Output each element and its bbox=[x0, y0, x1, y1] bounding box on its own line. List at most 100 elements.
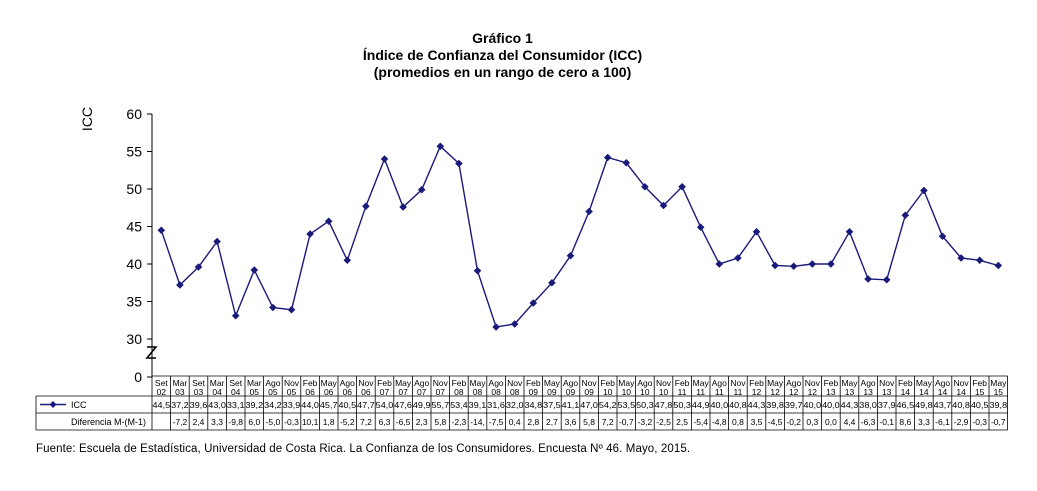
x-tick-label-month: Ago bbox=[786, 378, 801, 388]
x-tick-label-year: 04 bbox=[231, 387, 241, 397]
x-tick-label-month: May bbox=[916, 378, 933, 388]
diff-value: 5,8 bbox=[583, 417, 595, 427]
x-tick-label-month: May bbox=[767, 378, 784, 388]
data-label: 32,0 bbox=[506, 400, 524, 410]
icc-point bbox=[696, 223, 705, 232]
x-tick-label-year: 15 bbox=[975, 387, 985, 397]
x-tick-label-month: Ago bbox=[489, 378, 504, 388]
x-tick-label-month: Set bbox=[229, 378, 242, 388]
diff-value: -14, bbox=[470, 417, 485, 427]
x-tick-label-month: May bbox=[618, 378, 635, 388]
data-label: 49,8 bbox=[915, 400, 933, 410]
data-label: 39,1 bbox=[469, 400, 487, 410]
x-tick-label-month: May bbox=[841, 378, 858, 388]
data-label: 34,8 bbox=[525, 400, 543, 410]
icc-point bbox=[250, 266, 259, 274]
icc-point bbox=[399, 203, 407, 211]
diff-value: 5,8 bbox=[434, 417, 446, 427]
data-label: 39,8 bbox=[766, 400, 784, 410]
diff-value: -0,7 bbox=[619, 417, 634, 427]
x-tick-label-month: May bbox=[395, 378, 412, 388]
data-label: 47,0 bbox=[580, 400, 598, 410]
diff-value: 3,6 bbox=[565, 417, 577, 427]
x-tick-label-year: 05 bbox=[268, 387, 278, 397]
x-tick-label-month: Feb bbox=[526, 378, 541, 388]
y-tick-label: 35 bbox=[126, 294, 142, 310]
y-axis-label: ICC bbox=[79, 107, 95, 131]
y-tick-label: 50 bbox=[126, 181, 142, 197]
icc-point bbox=[641, 182, 649, 191]
data-label: 44,3 bbox=[841, 400, 859, 410]
icc-point bbox=[436, 142, 445, 151]
data-label: 37,2 bbox=[171, 400, 189, 410]
y-tick-label: 30 bbox=[126, 331, 142, 347]
icc-point bbox=[231, 311, 240, 320]
diff-value: 0,0 bbox=[825, 417, 837, 427]
diff-value: -2,9 bbox=[954, 417, 969, 427]
x-tick-label-year: 06 bbox=[305, 387, 315, 397]
data-label: 40,0 bbox=[711, 400, 729, 410]
diff-value: -7,5 bbox=[489, 417, 504, 427]
x-tick-label-year: 12 bbox=[770, 387, 780, 397]
data-label: 44,3 bbox=[748, 400, 766, 410]
x-tick-label-year: 11 bbox=[678, 387, 687, 397]
diff-value: 2,4 bbox=[193, 417, 205, 427]
diff-value: 2,8 bbox=[527, 417, 539, 427]
diff-row-label: Diferencia M-(M-1) bbox=[71, 417, 146, 427]
data-label: 44,5 bbox=[153, 400, 171, 410]
axis-break-icon bbox=[145, 346, 158, 359]
icc-point bbox=[529, 299, 538, 307]
x-tick-label-year: 08 bbox=[473, 387, 483, 397]
x-tick-label-year: 09 bbox=[547, 387, 557, 397]
diff-value: -0,3 bbox=[284, 417, 299, 427]
x-tick-label-month: Nov bbox=[656, 378, 672, 388]
x-tick-label-month: Ago bbox=[340, 378, 355, 388]
x-tick-label-year: 10 bbox=[659, 387, 669, 397]
x-tick-label-year: 07 bbox=[436, 387, 446, 397]
x-tick-label-month: Nov bbox=[433, 378, 449, 388]
x-tick-label-year: 06 bbox=[324, 387, 334, 397]
data-label: 54,2 bbox=[599, 400, 617, 410]
data-label: 39,6 bbox=[190, 400, 208, 410]
x-tick-label-month: Set bbox=[192, 378, 205, 388]
diff-value: -0,1 bbox=[879, 417, 894, 427]
x-tick-label-year: 09 bbox=[566, 387, 576, 397]
x-tick-label-year: 02 bbox=[157, 387, 167, 397]
icc-point bbox=[920, 186, 928, 195]
x-tick-label-month: Feb bbox=[972, 378, 987, 388]
icc-point bbox=[548, 278, 556, 287]
x-tick-label-year: 07 bbox=[398, 387, 408, 397]
diff-value: 2,7 bbox=[546, 417, 558, 427]
data-label: 49,9 bbox=[413, 400, 431, 410]
x-tick-label-month: Nov bbox=[879, 378, 895, 388]
x-tick-label-month: Feb bbox=[377, 378, 392, 388]
x-tick-label-year: 08 bbox=[454, 387, 464, 397]
diff-value: 1,8 bbox=[323, 417, 335, 427]
x-tick-label-month: Feb bbox=[749, 378, 764, 388]
data-label: 47,6 bbox=[394, 400, 412, 410]
x-tick-label-year: 10 bbox=[640, 387, 650, 397]
x-tick-label-year: 11 bbox=[696, 387, 705, 397]
x-tick-label-year: 12 bbox=[808, 387, 818, 397]
icc-point bbox=[603, 153, 612, 162]
data-label: 55,7 bbox=[432, 400, 450, 410]
icc-point bbox=[789, 262, 798, 271]
x-tick-label-month: Mar bbox=[247, 378, 262, 388]
diff-value: -2,5 bbox=[656, 417, 671, 427]
icc-point bbox=[492, 323, 500, 331]
x-tick-label-year: 15 bbox=[994, 387, 1004, 397]
x-tick-label-month: Ago bbox=[563, 378, 578, 388]
data-label: 33,9 bbox=[283, 400, 301, 410]
diff-value: -5,2 bbox=[340, 417, 355, 427]
data-label: 34,2 bbox=[264, 400, 282, 410]
x-tick-label-year: 07 bbox=[417, 387, 427, 397]
x-tick-label-year: 06 bbox=[361, 387, 371, 397]
diff-value: 7,2 bbox=[602, 417, 614, 427]
icc-point bbox=[213, 237, 221, 246]
diff-value: 0,4 bbox=[509, 417, 521, 427]
x-tick-label-month: Ago bbox=[637, 378, 652, 388]
x-tick-label-year: 05 bbox=[250, 387, 260, 397]
icc-point bbox=[343, 256, 352, 265]
data-label: 40,5 bbox=[339, 400, 357, 410]
icc-point bbox=[734, 254, 742, 262]
